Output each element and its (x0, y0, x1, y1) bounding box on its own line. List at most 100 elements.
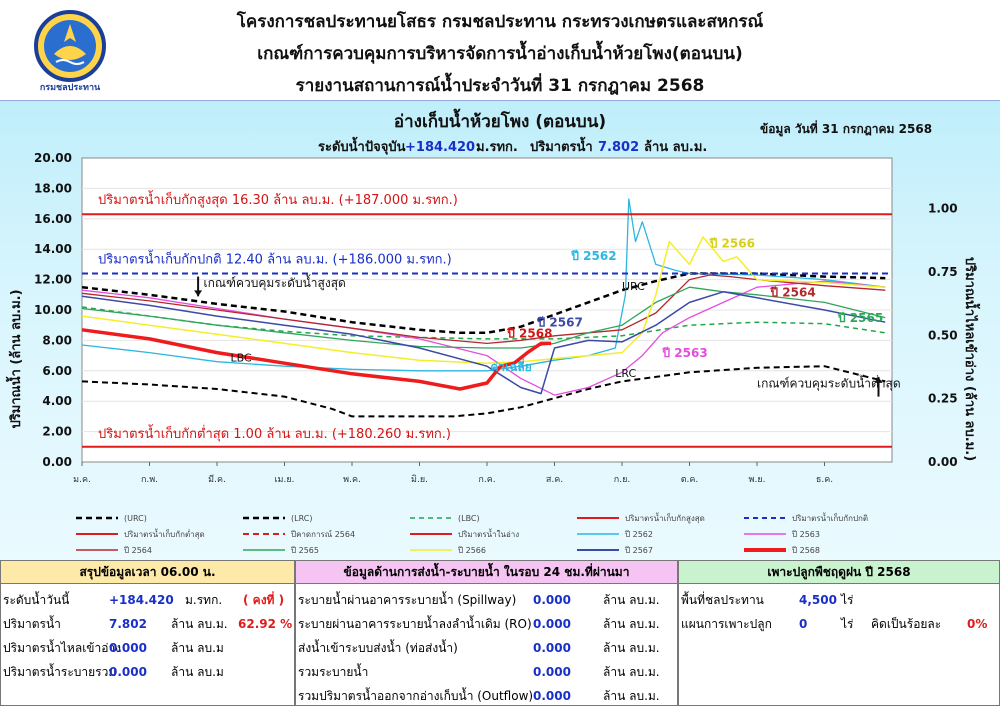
release-row-unit: ล้าน ลบ.ม. (603, 689, 660, 703)
series-line-y2567 (81, 291, 886, 395)
y-tick-label: 2.00 (42, 425, 72, 439)
chart-title: อ่างเก็บน้ำห้วยโพง (ตอนบน) (394, 108, 606, 132)
release-title: ข้อมูลด้านการส่งน้ำ-ระบายน้ำ ในรอบ 24 ชม… (296, 561, 677, 584)
x-tick-label: ก.ค. (478, 475, 495, 485)
subtitle-volume-label: ปริมาตรน้ำ (530, 136, 593, 155)
x-tick-label: ก.ย. (614, 475, 630, 485)
lrc-rule-label: เกณฑ์ควบคุมระดับน้ำต่ำสุด (757, 375, 901, 392)
release-row: รวมระบายน้ำ 0.000 ล้าน ลบ.ม. (298, 661, 676, 683)
normal-storage-label: ปริมาตรน้ำเก็บกักปกติ 12.40 ล้าน ลบ.ม. (… (98, 250, 452, 268)
x-tick-label: ส.ค. (546, 475, 563, 485)
legend-label: ปริมาตรน้ำเก็บกักสูงสุด (625, 512, 705, 524)
crop-area-label: พื้นที่ชลประทาน (681, 593, 764, 607)
release-row: ส่งน้ำเข้าระบบส่งน้ำ (ท่อส่งน้ำ) 0.000 ล… (298, 637, 676, 659)
lbc-label: LBC (231, 352, 252, 365)
series-line-y2565 (81, 286, 886, 349)
y2567-label: ปี 2567 (537, 316, 583, 330)
min-storage-label: ปริมาตรน้ำเก็บกักต่ำสุด 1.00 ล้าน ลบ.ม. … (98, 424, 451, 442)
x-tick-label: ม.ค. (73, 475, 91, 485)
x-tick-label: พ.ค. (343, 475, 361, 485)
x-tick-label: ต.ค. (681, 475, 699, 485)
release-row-label: รวมระบายน้ำ (298, 665, 369, 679)
header-title-1: โครงการชลประทานยโสธร กรมชลประทาน กระทรวง… (236, 12, 764, 32)
release-row-value: 0.000 (533, 665, 571, 679)
crop-area-value: 4,500 (799, 593, 837, 607)
release-row: ระบายผ่านอาคารระบายน้ำลงลำน้ำเดิม (RO) 0… (298, 613, 676, 635)
level-value: +184.420 (109, 593, 174, 607)
y2-tick-label: 0.00 (928, 455, 958, 469)
crop-plan-unit: ไร่ (841, 617, 854, 631)
y2-tick-label: 0.50 (928, 328, 958, 342)
y-tick-label: 18.00 (34, 181, 72, 195)
y2564-label: ปี 2564 (770, 285, 816, 299)
release-row-value: 0.000 (533, 641, 571, 655)
release-row-unit: ล้าน ลบ.ม. (603, 641, 660, 655)
series-line-y2564 (81, 274, 886, 345)
subtitle-level-label: ระดับน้ำปัจจุบัน (318, 136, 406, 155)
summary-inflow-row: ปริมาตรน้ำไหลเข้าอ่าง 0.000 ล้าน ลบ.ม (3, 637, 293, 659)
summary-level-row: ระดับน้ำวันนี้ +184.420 ม.รทก. ( คงที่ ) (3, 589, 293, 611)
legend-label: ปี 2562 (624, 530, 653, 539)
report-header: กรมชลประทาน โครงการชลประทานยโสธร กรมชลปร… (0, 0, 1000, 100)
series-line-urc (81, 272, 886, 335)
x-tick-label: พ.ย. (749, 475, 766, 485)
release-row-value: 0.000 (533, 617, 571, 631)
x-tick-label: เม.ย. (274, 475, 294, 485)
summary-panel: สรุปข้อมูลเวลา 06.00 น. ระดับน้ำวันนี้ +… (0, 560, 295, 706)
release-row-value: 0.000 (533, 689, 571, 703)
volume-unit: ล้าน ลบ.ม. (171, 617, 228, 631)
legend-label: ปี 2568 (791, 546, 820, 555)
inflow-label: ปริมาตรน้ำไหลเข้าอ่าง (3, 641, 122, 655)
x-tick-label: ธ.ค. (816, 475, 833, 485)
legend-label: ปริมาตรน้ำเก็บกักปกติ (792, 512, 868, 523)
y2-tick-label: 1.00 (928, 202, 958, 216)
legend-label: ปีคาดการณ์ 2564 (290, 529, 355, 539)
max-storage-label: ปริมาตรน้ำเก็บกักสูงสุด 16.30 ล้าน ลบ.ม.… (98, 190, 458, 208)
x-tick-label: ก.พ. (141, 475, 158, 485)
y-tick-label: 14.00 (34, 242, 72, 256)
subtitle-volume-value: 7.802 (598, 140, 639, 155)
inflow-value: 0.000 (109, 641, 147, 655)
y2568-label: ปี 2568 (507, 326, 553, 340)
lrc-label: LRC (615, 367, 636, 380)
legend-label: ปี 2565 (290, 546, 319, 555)
crop-title: เพาะปลูกพืชฤดูฝน ปี 2568 (679, 561, 999, 584)
legend-label: ปริมาตรน้ำในอ่าง (458, 528, 519, 539)
data-date: ข้อมูล วันที่ 31 กรกฎาคม 2568 (760, 120, 932, 137)
release-row: รวมปริมาตรน้ำออกจากอ่างเก็บน้ำ (Outflow)… (298, 685, 676, 707)
legend-label: (LRC) (291, 514, 312, 523)
legend-label: (URC) (124, 514, 147, 523)
release-row-label: รวมปริมาตรน้ำออกจากอ่างเก็บน้ำ (Outflow) (298, 689, 534, 703)
level-label: ระดับน้ำวันนี้ (3, 593, 70, 607)
crop-pct-value: 0% (967, 617, 988, 631)
subtitle-level-unit: ม.รทก. (476, 140, 518, 155)
y-tick-label: 12.00 (34, 273, 72, 287)
volume-label: ปริมาตรน้ำ (3, 617, 61, 631)
release-row-label: ส่งน้ำเข้าระบบส่งน้ำ (ท่อส่งน้ำ) (298, 641, 458, 655)
crop-pct-label: คิดเป็นร้อยละ (871, 617, 942, 631)
y-tick-label: 8.00 (42, 333, 72, 347)
volume-percent: 62.92 % (238, 617, 293, 631)
y-tick-label: 0.00 (42, 455, 72, 469)
x-tick-label: มิ.ย. (411, 474, 428, 485)
legend-label: ปี 2563 (791, 530, 820, 539)
level-unit: ม.รทก. (185, 593, 223, 607)
legend-label: (LBC) (458, 514, 480, 523)
crop-plan-label: แผนการเพาะปลูก (681, 617, 772, 631)
y2-tick-label: 0.25 (928, 392, 958, 406)
header-title-2: เกณฑ์การควบคุมการบริหารจัดการน้ำอ่างเก็บ… (257, 44, 743, 64)
average-label: ค่าเฉลี่ย (490, 358, 531, 374)
chart-panel: อ่างเก็บน้ำห้วยโพง (ตอนบน) ระดับน้ำปัจจุ… (0, 100, 1000, 561)
reservoir-chart: อ่างเก็บน้ำห้วยโพง (ตอนบน) ระดับน้ำปัจจุ… (5, 108, 981, 555)
y2566-label: ปี 2566 (709, 237, 755, 251)
y-tick-label: 6.00 (42, 364, 72, 378)
crop-area-row: พื้นที่ชลประทาน 4,500 ไร่ (681, 589, 997, 611)
y-tick-label: 4.00 (42, 394, 72, 408)
legend-label: ปี 2567 (624, 546, 653, 555)
release-value: 0.000 (109, 665, 147, 679)
release-row-unit: ล้าน ลบ.ม. (603, 617, 660, 631)
subtitle-volume-unit: ล้าน ลบ.ม. (644, 139, 707, 155)
urc-rule-label: เกณฑ์ควบคุมระดับน้ำสูงสุด (204, 274, 346, 291)
release-label: ปริมาตรน้ำระบายรวม (3, 665, 117, 679)
y2565-label: ปี 2565 (837, 311, 883, 325)
